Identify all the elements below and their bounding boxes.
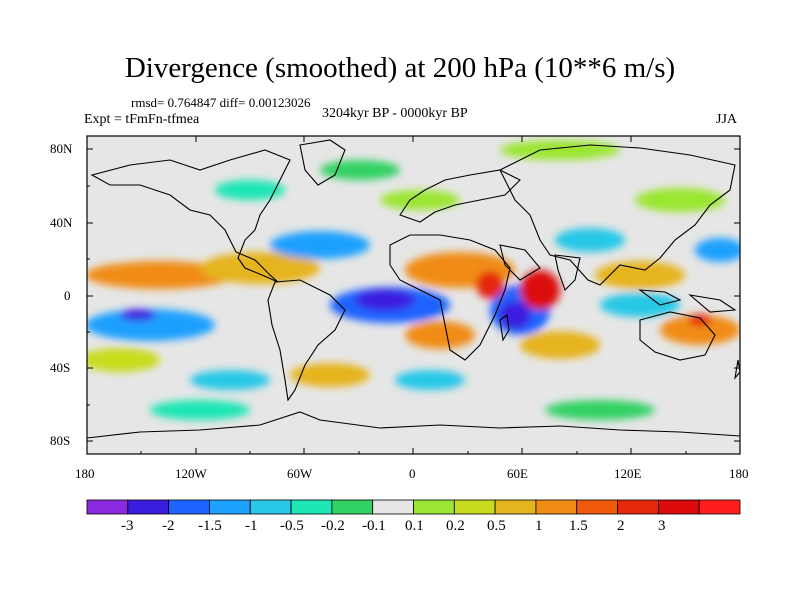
colorbar-swatch bbox=[127, 499, 170, 515]
x-label-60w: 60W bbox=[287, 466, 313, 481]
x-label-120e: 120E bbox=[614, 466, 642, 481]
y-label-80n: 80N bbox=[50, 141, 73, 156]
experiment-label: Expt = tFmFn-tfmea bbox=[84, 112, 200, 127]
colorbar-label: -0.5 bbox=[280, 518, 304, 534]
colorbar-swatch bbox=[331, 499, 374, 515]
colorbar-swatch bbox=[209, 499, 251, 515]
colorbar-swatch bbox=[249, 499, 292, 515]
colorbar-label: -3 bbox=[121, 518, 134, 534]
x-label-180-right: 180 bbox=[729, 466, 749, 481]
colorbar-swatch bbox=[535, 499, 578, 515]
x-label-180-left: 180 bbox=[75, 466, 95, 481]
stats-line: rmsd= 0.764847 diff= 0.00123026 bbox=[131, 95, 311, 110]
colorbar-label: 0.1 bbox=[405, 518, 424, 534]
colorbar-label: 2 bbox=[617, 518, 625, 534]
colorbar-swatch bbox=[290, 499, 333, 515]
colorbar-label: 3 bbox=[658, 518, 666, 534]
colorbar bbox=[86, 499, 741, 515]
colorbar-swatch bbox=[86, 499, 129, 515]
colorbar-label: -1 bbox=[245, 518, 258, 534]
colorbar-swatch bbox=[617, 499, 659, 515]
x-label-120w: 120W bbox=[175, 466, 207, 481]
colorbar-swatch bbox=[494, 499, 537, 515]
y-label-0: 0 bbox=[64, 288, 71, 303]
x-label-0: 0 bbox=[409, 466, 416, 481]
divergence-field bbox=[87, 139, 740, 439]
colorbar-label: -1.5 bbox=[198, 518, 222, 534]
colorbar-swatch bbox=[698, 499, 741, 515]
coastlines bbox=[87, 139, 740, 439]
y-label-80s: 80S bbox=[50, 433, 71, 448]
colorbar-swatch bbox=[453, 499, 496, 515]
season-label: JJA bbox=[716, 112, 738, 127]
colorbar-label: 0.2 bbox=[446, 518, 465, 534]
colorbar-label: 1.5 bbox=[569, 518, 588, 534]
colorbar-label: -0.2 bbox=[321, 518, 345, 534]
period-label: 3204kyr BP - 0000kyr BP bbox=[322, 106, 468, 121]
y-label-40n: 40N bbox=[50, 215, 73, 230]
colorbar-label: 1 bbox=[535, 518, 543, 534]
colorbar-label: -0.1 bbox=[362, 518, 386, 534]
y-label-40s: 40S bbox=[50, 360, 71, 375]
map-title: Divergence (smoothed) at 200 hPa (10**6 … bbox=[124, 52, 676, 84]
colorbar-swatch bbox=[657, 499, 700, 515]
colorbar-swatch bbox=[576, 499, 618, 515]
x-label-60e: 60E bbox=[507, 466, 528, 481]
colorbar-swatch bbox=[372, 499, 414, 515]
colorbar-swatch bbox=[413, 499, 455, 515]
colorbar-label: -2 bbox=[162, 518, 175, 534]
colorbar-swatch bbox=[168, 499, 210, 515]
colorbar-label: 0.5 bbox=[487, 518, 506, 534]
x-axis-ticks bbox=[86, 136, 741, 454]
y-axis-ticks bbox=[87, 148, 740, 442]
